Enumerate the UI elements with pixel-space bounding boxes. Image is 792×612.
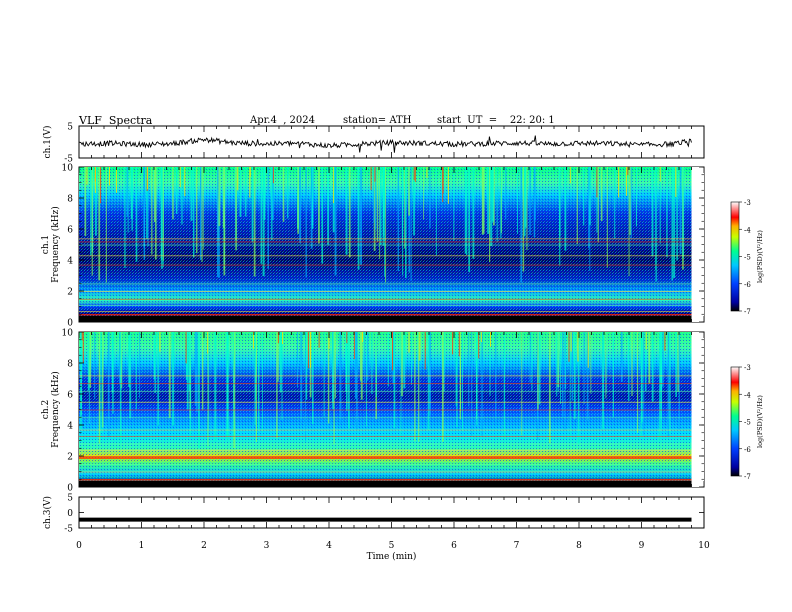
y-tick-label: 6 xyxy=(67,226,73,236)
x-tick-label: 4 xyxy=(326,541,332,551)
y-tick-label: 6 xyxy=(67,391,73,401)
y-tick-label: 10 xyxy=(62,329,74,339)
y-axis-label: ch.2 xyxy=(41,400,51,419)
y-tick-label: 2 xyxy=(67,453,73,463)
colorbar-label: log(PSD)(V²/Hz) xyxy=(756,395,764,448)
x-tick-label: 3 xyxy=(264,541,270,551)
y-axis-label: Frequency (kHz) xyxy=(50,371,61,448)
y-axis-label: ch.1 xyxy=(41,235,51,254)
y-axis-label: ch.3(V) xyxy=(42,496,53,529)
colorbar-tick-label: -7 xyxy=(744,473,751,481)
x-axis-label: Time (min) xyxy=(367,551,417,562)
y-tick-label: 8 xyxy=(67,360,73,370)
y-tick-label: 10 xyxy=(62,164,74,174)
y-tick-label: 0 xyxy=(67,319,73,329)
ch1-series-line xyxy=(78,135,692,153)
ch2-spectrogram xyxy=(79,332,704,487)
colorbar-tick-label: -6 xyxy=(744,446,751,454)
x-tick-label: 9 xyxy=(639,541,645,551)
date-label: Apr.4 , 2024 xyxy=(250,115,316,126)
colorbar-tick-label: -3 xyxy=(744,199,751,207)
colorbar xyxy=(730,366,740,477)
y-tick-label: 5 xyxy=(67,123,73,133)
y-tick-label: 0 xyxy=(67,509,73,519)
x-tick-label: 2 xyxy=(201,541,207,551)
y-tick-label: 2 xyxy=(67,288,73,298)
station-label: station= ATH xyxy=(343,115,412,126)
colorbar-tick-label: -3 xyxy=(744,364,751,372)
colorbar-tick-label: -4 xyxy=(744,226,751,234)
y-tick-label: 8 xyxy=(67,195,73,205)
y-tick-label: 4 xyxy=(67,422,73,432)
ch1-spectrogram xyxy=(79,167,704,322)
y-tick-label: 5 xyxy=(67,494,73,504)
y-tick-label: -5 xyxy=(64,525,73,535)
x-tick-label: 1 xyxy=(139,541,145,551)
y-tick-label: 4 xyxy=(67,257,73,267)
colorbars: -3 -4 -5 -6 -7 log(PSD)(V²/Hz) -3 -4 -5 -6 -7 log(P… xyxy=(730,199,764,481)
start-time-label: start UT = 22: 20: 1 xyxy=(437,115,555,126)
colorbar-label: log(PSD)(V²/Hz) xyxy=(756,230,764,283)
y-tick-label: -5 xyxy=(64,155,73,165)
y-tick-label: 0 xyxy=(67,484,73,494)
colorbar-tick-label: -4 xyxy=(744,391,751,399)
x-tick-label: 8 xyxy=(576,541,582,551)
x-tick-label: 5 xyxy=(389,541,395,551)
ch1-waveform xyxy=(78,135,692,153)
colorbar-tick-label: -5 xyxy=(744,419,751,427)
y-axis-label: ch.1(V) xyxy=(42,126,53,159)
colorbar-tick-label: -7 xyxy=(744,308,751,316)
x-tick-label: 0 xyxy=(76,541,82,551)
x-tick-label: 6 xyxy=(451,541,457,551)
colorbar-tick-label: -5 xyxy=(744,254,751,262)
x-tick-label: 10 xyxy=(698,541,710,551)
figure-title: VLF Spectra xyxy=(79,114,153,127)
colorbar xyxy=(730,201,740,312)
colorbar-tick-label: -6 xyxy=(744,281,751,289)
y-axis-label: Frequency (kHz) xyxy=(50,206,61,283)
x-tick-label: 7 xyxy=(514,541,520,551)
